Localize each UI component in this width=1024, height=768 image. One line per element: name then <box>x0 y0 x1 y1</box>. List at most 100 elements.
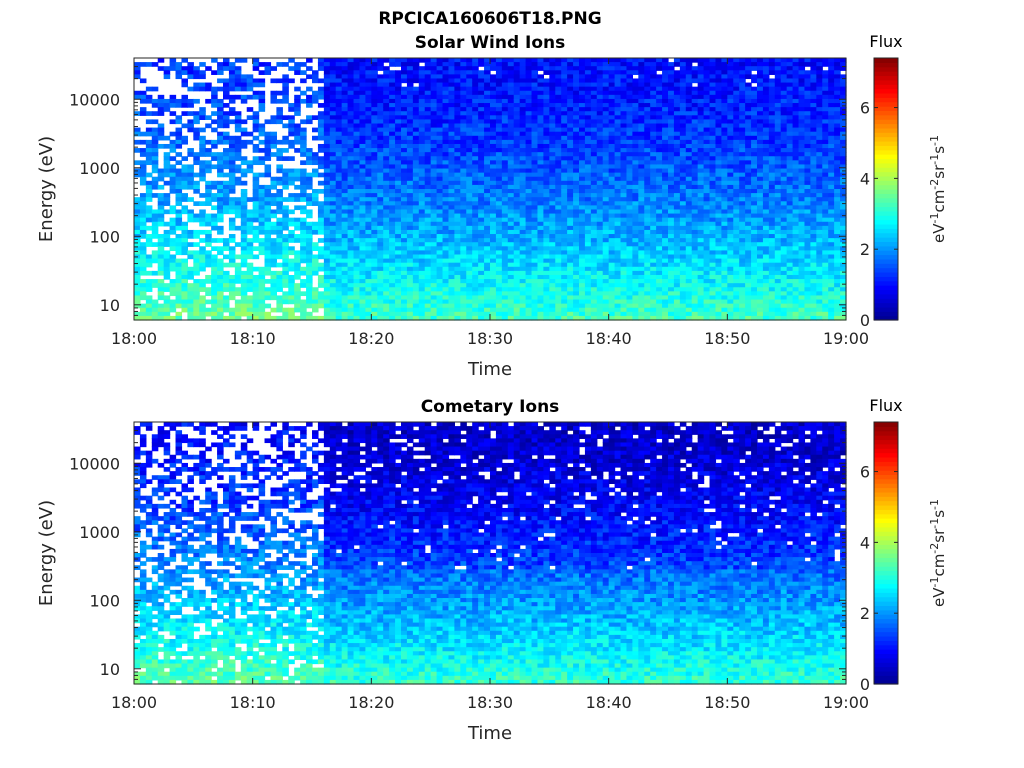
heatmap-cell <box>335 152 343 157</box>
heatmap-cell <box>466 135 473 141</box>
heatmap-cell <box>270 115 277 120</box>
heatmap-cell <box>561 164 568 170</box>
heatmap-cell <box>270 315 277 321</box>
heatmap-cell <box>412 189 420 194</box>
heatmap-cell <box>306 184 313 190</box>
heatmap-cell <box>436 62 444 67</box>
heatmap-cell <box>555 135 562 141</box>
heatmap-cell <box>341 254 349 260</box>
heatmap-cell <box>626 189 633 194</box>
heatmap-cell <box>359 164 366 170</box>
heatmap-cell <box>478 266 485 272</box>
heatmap-cell <box>537 234 544 239</box>
heatmap-cell <box>430 221 438 227</box>
heatmap-cell <box>472 270 479 276</box>
heatmap-cell <box>329 123 337 129</box>
heatmap-cell <box>436 287 444 292</box>
heatmap-cell <box>389 291 396 297</box>
heatmap-cell <box>466 242 473 247</box>
heatmap-cell <box>389 139 396 145</box>
heatmap-cell <box>495 86 503 92</box>
heatmap-cell <box>543 242 550 247</box>
heatmap-cell <box>484 156 491 161</box>
heatmap-cell <box>549 299 556 305</box>
heatmap-cell <box>199 221 206 227</box>
heatmap-cell <box>401 160 408 166</box>
heatmap-cell <box>151 229 159 235</box>
heatmap-cell <box>602 279 610 284</box>
heatmap-cell <box>347 299 355 305</box>
heatmap-cell <box>329 262 337 268</box>
heatmap-cell <box>258 315 266 321</box>
heatmap-cell <box>205 66 212 71</box>
heatmap-cell <box>448 62 455 67</box>
heatmap-cell <box>590 307 598 313</box>
heatmap-cell <box>436 315 444 321</box>
heatmap-cell <box>460 225 467 231</box>
heatmap-cell <box>199 311 206 317</box>
heatmap-cell <box>377 78 384 84</box>
heatmap-cell <box>525 103 533 108</box>
heatmap-cell <box>199 152 206 157</box>
heatmap-cell <box>412 295 420 301</box>
heatmap-cell <box>430 131 438 137</box>
heatmap-cell <box>347 184 355 190</box>
heatmap-cell <box>531 103 539 108</box>
heatmap-cell <box>436 70 444 75</box>
heatmap-cell <box>549 311 556 317</box>
heatmap-cell <box>448 152 455 157</box>
heatmap-cell <box>602 107 610 112</box>
heatmap-cell <box>442 217 450 223</box>
heatmap-cell <box>602 258 610 264</box>
heatmap-cell <box>234 279 242 284</box>
heatmap-cell <box>555 311 562 317</box>
heatmap-cell <box>163 164 171 170</box>
heatmap-cell <box>205 291 212 297</box>
heatmap-cell <box>495 201 503 206</box>
heatmap-cell <box>317 58 325 63</box>
heatmap-cell <box>573 86 580 92</box>
heatmap-cell <box>579 246 586 251</box>
heatmap-cell <box>460 82 467 88</box>
heatmap-cell <box>549 274 556 280</box>
heatmap-cell <box>335 229 343 235</box>
heatmap-cell <box>602 229 610 235</box>
heatmap-cell <box>579 217 586 223</box>
heatmap-cell <box>270 229 277 235</box>
heatmap-cells <box>134 58 847 321</box>
heatmap-cell <box>590 160 598 166</box>
heatmap-cell <box>501 62 509 67</box>
heatmap-cell <box>365 193 372 198</box>
heatmap-cell <box>401 66 408 71</box>
heatmap-cell <box>371 193 378 198</box>
heatmap-cell <box>507 303 515 309</box>
heatmap-cell <box>501 78 509 84</box>
heatmap-cell <box>543 295 550 301</box>
heatmap-cell <box>567 234 574 239</box>
heatmap-cell <box>211 119 218 125</box>
heatmap-cell <box>424 127 432 133</box>
heatmap-cell <box>246 217 254 223</box>
heatmap-cell <box>650 164 657 170</box>
heatmap-cell <box>252 201 260 206</box>
heatmap-cell <box>157 262 165 268</box>
heatmap-cell <box>134 246 141 251</box>
heatmap-cell <box>329 254 337 260</box>
heatmap-cell <box>418 82 426 88</box>
heatmap-cell <box>335 213 343 219</box>
heatmap-cell <box>163 229 171 235</box>
heatmap-cell <box>478 225 485 231</box>
heatmap-cell <box>193 315 200 321</box>
heatmap-cell <box>276 180 283 186</box>
heatmap-cell <box>608 107 616 112</box>
heatmap-cell <box>513 307 521 313</box>
heatmap-cell <box>211 152 218 157</box>
heatmap-cell <box>347 143 355 149</box>
heatmap-cell <box>543 103 550 108</box>
heatmap-cell <box>430 82 438 88</box>
heatmap-cell <box>584 107 592 112</box>
heatmap-cell <box>418 283 426 288</box>
heatmap-cell <box>555 156 562 161</box>
heatmap-cell <box>264 234 272 239</box>
heatmap-cell <box>163 103 171 108</box>
